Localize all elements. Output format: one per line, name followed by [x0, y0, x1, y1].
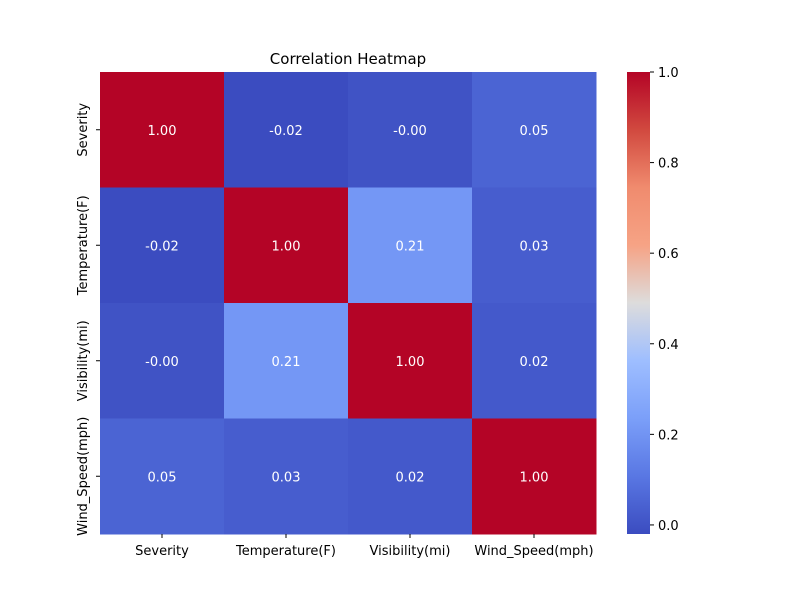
colorbar-tick-label: 0.6: [658, 247, 679, 262]
colorbar-tick-label: 0.0: [658, 519, 679, 534]
heatmap-cell: [100, 187, 225, 304]
y-tick-label: Severity: [76, 103, 91, 157]
cell-value-label: 1.00: [520, 470, 549, 485]
cell-value-label: 0.02: [520, 355, 549, 370]
x-tick-label: Temperature(F): [235, 544, 336, 559]
heatmap-cell: [348, 72, 473, 188]
cell-value-label: 0.03: [272, 470, 301, 485]
cell-value-label: 0.21: [396, 239, 425, 254]
colorbar: 0.0 0.2 0.4 0.6 0.8 1.0: [627, 66, 679, 534]
heatmap-cell: [100, 303, 225, 419]
colorbar-gradient: [627, 72, 650, 534]
cell-value-label: 0.21: [272, 355, 301, 370]
y-tick-label: Temperature(F): [76, 195, 91, 296]
colorbar-tick-label: 0.8: [658, 157, 679, 172]
cell-value-label: 0.05: [520, 124, 549, 139]
cell-value-label: -0.02: [269, 124, 303, 139]
x-tick-label: Severity: [135, 544, 189, 559]
heatmap-cell: [348, 303, 473, 419]
heatmap-cell: [224, 303, 349, 419]
cell-value-label: 1.00: [272, 239, 301, 254]
x-tick-label: Wind_Speed(mph): [474, 544, 593, 559]
colorbar-tick-label: 0.2: [658, 428, 679, 443]
colorbar-tick-label: 0.4: [658, 338, 679, 353]
heatmap-cell: [472, 187, 597, 304]
heatmap-cell: [472, 72, 597, 188]
cell-value-label: 1.00: [148, 124, 177, 139]
cell-value-label: 0.05: [148, 470, 177, 485]
heatmap-cells: 1.00 -0.02 -0.00 0.05 -0.02 1.00 0.21 0.03 -0.00…: [100, 72, 597, 535]
chart-title: Correlation Heatmap: [270, 50, 426, 68]
colorbar-tick-label: 1.0: [658, 66, 679, 81]
cell-value-label: 0.02: [396, 470, 425, 485]
heatmap-cell: [100, 418, 225, 535]
heatmap-cell: [348, 187, 473, 304]
y-tick-label: Visibility(mi): [76, 320, 91, 401]
y-axis: Severity Temperature(F) Visibility(mi) Wind…: [76, 103, 100, 536]
heatmap-cell: [224, 418, 349, 535]
heatmap-cell: [224, 72, 349, 188]
cell-value-label: 1.00: [396, 355, 425, 370]
y-tick-label: Wind_Speed(mph): [76, 417, 91, 536]
cell-value-label: -0.00: [145, 355, 179, 370]
x-axis: Severity Temperature(F) Visibility(mi) Wind…: [135, 534, 594, 559]
heatmap-cell: [100, 72, 225, 188]
x-tick-label: Visibility(mi): [370, 544, 451, 559]
heatmap-cell: [348, 418, 473, 535]
cell-value-label: -0.02: [145, 239, 179, 254]
heatmap-cell: [472, 418, 597, 535]
cell-value-label: 0.03: [520, 239, 549, 254]
heatmap-cell: [224, 187, 349, 304]
heatmap-cell: [472, 303, 597, 419]
cell-value-label: -0.00: [393, 124, 427, 139]
